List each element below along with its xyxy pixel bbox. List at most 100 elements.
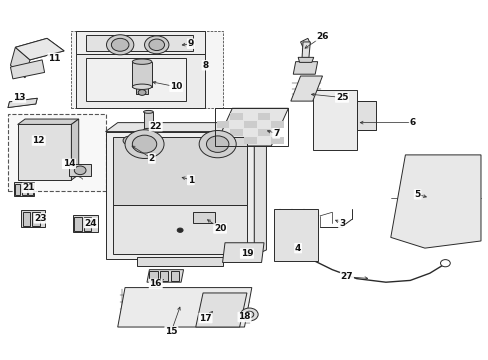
Polygon shape	[244, 137, 256, 144]
Polygon shape	[69, 164, 91, 176]
Polygon shape	[74, 217, 81, 231]
Polygon shape	[125, 144, 132, 158]
Text: 12: 12	[32, 136, 45, 145]
Circle shape	[106, 35, 134, 55]
Text: 6: 6	[409, 118, 415, 127]
Polygon shape	[32, 212, 40, 226]
Polygon shape	[300, 39, 310, 47]
Polygon shape	[15, 184, 20, 195]
Text: 7: 7	[272, 129, 279, 138]
Text: 24: 24	[84, 219, 97, 228]
Text: 14: 14	[62, 159, 75, 168]
Text: 22: 22	[149, 122, 162, 131]
Circle shape	[149, 39, 164, 50]
Text: 20: 20	[213, 224, 226, 233]
Text: 18: 18	[238, 312, 250, 321]
Text: 13: 13	[13, 93, 25, 102]
Circle shape	[111, 39, 129, 51]
Polygon shape	[21, 211, 44, 227]
Polygon shape	[230, 113, 243, 121]
Polygon shape	[136, 86, 148, 94]
Text: 11: 11	[48, 54, 61, 63]
Circle shape	[244, 311, 253, 318]
Polygon shape	[71, 119, 79, 180]
Circle shape	[132, 135, 157, 153]
Polygon shape	[76, 54, 205, 108]
Circle shape	[240, 308, 258, 321]
Polygon shape	[84, 217, 91, 231]
Polygon shape	[15, 39, 64, 60]
Polygon shape	[113, 205, 246, 253]
Bar	[8, 114, 105, 191]
Polygon shape	[230, 129, 243, 136]
Text: 15: 15	[165, 327, 177, 336]
Polygon shape	[76, 31, 205, 54]
Text: 17: 17	[199, 314, 211, 323]
Text: 25: 25	[335, 93, 347, 102]
Text: 21: 21	[22, 183, 35, 192]
Polygon shape	[10, 60, 44, 79]
Circle shape	[125, 130, 163, 158]
Polygon shape	[86, 35, 193, 51]
Polygon shape	[160, 271, 168, 281]
Text: 2: 2	[148, 154, 155, 163]
Circle shape	[199, 131, 236, 158]
Polygon shape	[215, 108, 288, 146]
Bar	[71, 31, 222, 108]
Polygon shape	[149, 271, 158, 281]
Circle shape	[177, 228, 183, 232]
Polygon shape	[298, 57, 313, 62]
Ellipse shape	[143, 129, 153, 131]
Text: 9: 9	[187, 39, 194, 48]
Circle shape	[206, 136, 228, 152]
Polygon shape	[273, 209, 317, 261]
Polygon shape	[10, 47, 30, 78]
Polygon shape	[216, 121, 229, 129]
Text: 23: 23	[34, 214, 47, 223]
Circle shape	[440, 260, 449, 267]
Polygon shape	[28, 184, 33, 195]
Ellipse shape	[132, 59, 152, 64]
Polygon shape	[105, 123, 266, 132]
Polygon shape	[22, 212, 30, 226]
Text: 10: 10	[170, 82, 182, 91]
Polygon shape	[21, 184, 26, 195]
Polygon shape	[105, 132, 254, 259]
Text: 5: 5	[414, 190, 420, 199]
Text: 26: 26	[316, 32, 328, 41]
Polygon shape	[257, 113, 270, 121]
Polygon shape	[147, 270, 183, 282]
Bar	[215, 108, 288, 146]
Polygon shape	[271, 121, 284, 129]
Circle shape	[74, 166, 86, 175]
Polygon shape	[257, 129, 270, 136]
Polygon shape	[118, 288, 251, 327]
Circle shape	[138, 90, 146, 95]
Text: 16: 16	[149, 279, 162, 288]
Text: 19: 19	[240, 249, 253, 258]
Polygon shape	[86, 58, 185, 101]
Polygon shape	[193, 212, 215, 223]
Polygon shape	[390, 155, 480, 248]
Polygon shape	[18, 125, 71, 180]
Polygon shape	[137, 257, 222, 266]
Text: 8: 8	[202, 61, 208, 70]
Polygon shape	[132, 62, 152, 87]
Polygon shape	[244, 121, 256, 129]
Polygon shape	[293, 62, 317, 74]
Polygon shape	[73, 215, 98, 232]
Text: 1: 1	[187, 176, 194, 185]
Text: 4: 4	[294, 244, 301, 253]
Polygon shape	[216, 137, 229, 144]
Polygon shape	[18, 119, 79, 125]
Text: 27: 27	[340, 272, 352, 281]
Polygon shape	[143, 112, 153, 130]
Polygon shape	[113, 137, 246, 205]
Text: 3: 3	[338, 219, 345, 228]
Polygon shape	[14, 182, 34, 196]
Polygon shape	[195, 293, 246, 327]
Ellipse shape	[132, 84, 152, 89]
Polygon shape	[254, 123, 266, 255]
Polygon shape	[356, 101, 375, 130]
Polygon shape	[302, 42, 310, 58]
